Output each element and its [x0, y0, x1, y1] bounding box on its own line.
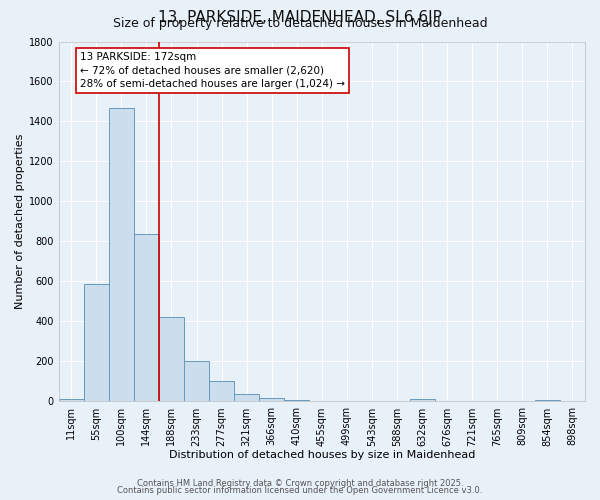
- Bar: [109, 108, 134, 402]
- Bar: [234, 394, 259, 402]
- Text: Contains HM Land Registry data © Crown copyright and database right 2025.: Contains HM Land Registry data © Crown c…: [137, 478, 463, 488]
- Text: 13, PARKSIDE, MAIDENHEAD, SL6 6JP: 13, PARKSIDE, MAIDENHEAD, SL6 6JP: [158, 10, 442, 25]
- Bar: [209, 382, 234, 402]
- Text: 13 PARKSIDE: 172sqm
← 72% of detached houses are smaller (2,620)
28% of semi-det: 13 PARKSIDE: 172sqm ← 72% of detached ho…: [80, 52, 345, 88]
- Bar: [84, 284, 109, 402]
- Bar: [159, 318, 184, 402]
- Bar: [184, 362, 209, 402]
- Text: Contains public sector information licensed under the Open Government Licence v3: Contains public sector information licen…: [118, 486, 482, 495]
- Bar: [134, 234, 159, 402]
- Bar: [535, 400, 560, 402]
- Bar: [284, 400, 309, 402]
- Text: Size of property relative to detached houses in Maidenhead: Size of property relative to detached ho…: [113, 18, 487, 30]
- Bar: [410, 400, 434, 402]
- Bar: [259, 398, 284, 402]
- Bar: [59, 400, 84, 402]
- X-axis label: Distribution of detached houses by size in Maidenhead: Distribution of detached houses by size …: [169, 450, 475, 460]
- Y-axis label: Number of detached properties: Number of detached properties: [15, 134, 25, 309]
